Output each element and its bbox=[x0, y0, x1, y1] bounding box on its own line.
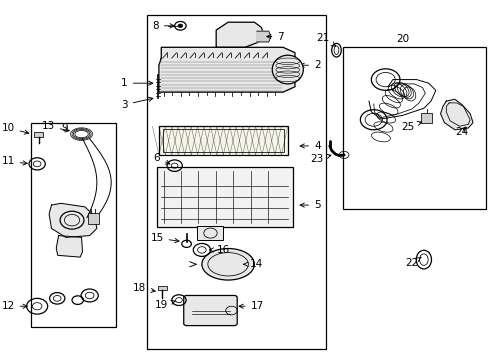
Polygon shape bbox=[256, 31, 270, 42]
Text: 12: 12 bbox=[1, 301, 27, 311]
Text: 15: 15 bbox=[150, 233, 179, 243]
Text: 23: 23 bbox=[310, 154, 330, 164]
FancyBboxPatch shape bbox=[197, 226, 223, 240]
FancyBboxPatch shape bbox=[159, 126, 287, 155]
FancyBboxPatch shape bbox=[88, 213, 99, 224]
Text: 3: 3 bbox=[121, 97, 153, 110]
Text: 1: 1 bbox=[121, 78, 152, 88]
Ellipse shape bbox=[202, 248, 254, 280]
Ellipse shape bbox=[272, 55, 303, 84]
Text: 5: 5 bbox=[300, 200, 320, 210]
Text: 19: 19 bbox=[155, 300, 175, 310]
Text: 10: 10 bbox=[1, 123, 29, 134]
Text: 11: 11 bbox=[1, 156, 27, 166]
Text: 8: 8 bbox=[152, 21, 174, 31]
Text: 7: 7 bbox=[266, 32, 284, 41]
Text: 22: 22 bbox=[405, 257, 421, 268]
FancyBboxPatch shape bbox=[34, 132, 43, 137]
Polygon shape bbox=[159, 47, 294, 92]
Polygon shape bbox=[56, 235, 82, 257]
Text: 17: 17 bbox=[239, 301, 263, 311]
Text: 4: 4 bbox=[300, 141, 320, 151]
Text: 14: 14 bbox=[243, 259, 263, 269]
Text: 20: 20 bbox=[395, 35, 408, 44]
Text: 9: 9 bbox=[61, 123, 67, 133]
FancyBboxPatch shape bbox=[156, 167, 292, 226]
Text: 24: 24 bbox=[454, 127, 467, 136]
Polygon shape bbox=[49, 203, 97, 237]
Text: 25: 25 bbox=[400, 121, 421, 132]
Text: 2: 2 bbox=[300, 60, 320, 70]
Polygon shape bbox=[440, 99, 472, 130]
Text: 16: 16 bbox=[209, 245, 230, 255]
Text: 13: 13 bbox=[41, 121, 69, 132]
Text: 6: 6 bbox=[153, 153, 169, 164]
Text: 21: 21 bbox=[316, 33, 335, 46]
FancyBboxPatch shape bbox=[158, 286, 166, 291]
Circle shape bbox=[178, 24, 183, 28]
Polygon shape bbox=[216, 22, 264, 47]
FancyBboxPatch shape bbox=[183, 296, 237, 325]
Text: 18: 18 bbox=[133, 283, 155, 293]
FancyBboxPatch shape bbox=[421, 113, 431, 123]
